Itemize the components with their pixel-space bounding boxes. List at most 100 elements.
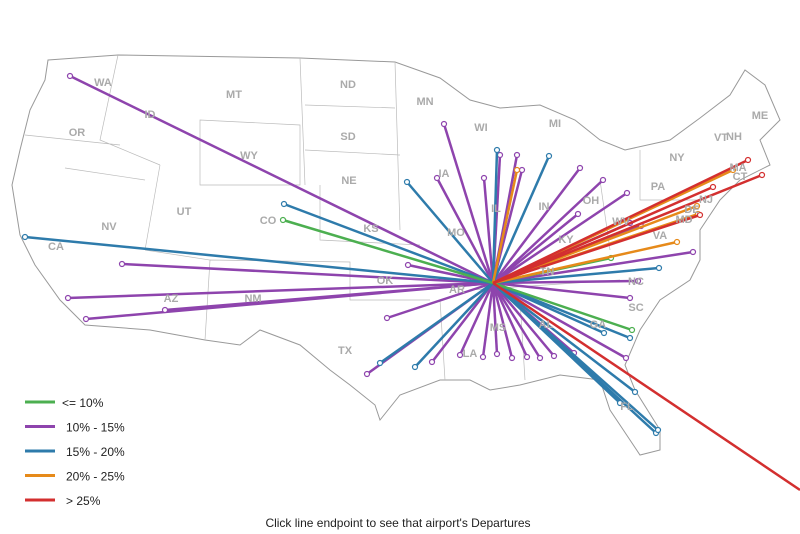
airport-endpoint[interactable]: [576, 164, 584, 172]
airport-endpoint[interactable]: [634, 277, 642, 285]
state-label: TN: [540, 266, 555, 278]
airport-endpoint[interactable]: [600, 329, 608, 337]
state-label: AZ: [164, 293, 179, 305]
state-label: OH: [583, 195, 600, 207]
airport-endpoint[interactable]: [376, 359, 384, 367]
airport-endpoint[interactable]: [493, 146, 501, 154]
state-label: NE: [341, 175, 356, 187]
airport-endpoint[interactable]: [709, 183, 717, 191]
airport-endpoint[interactable]: [693, 202, 701, 210]
airport-endpoint[interactable]: [363, 370, 371, 378]
state-label: MO: [447, 227, 465, 239]
route-line: [492, 281, 627, 360]
airport-endpoint[interactable]: [280, 200, 288, 208]
route-line: [492, 281, 631, 300]
state-borders: [24, 54, 700, 381]
state-label: UT: [177, 206, 192, 218]
route-line: [492, 282, 555, 357]
route-line: [442, 123, 495, 284]
state-label: IA: [439, 168, 450, 180]
airport-endpoint[interactable]: [574, 210, 582, 218]
state-label: NJ: [699, 194, 713, 206]
legend-label: 10% - 15%: [66, 421, 125, 435]
route-line: [406, 181, 494, 284]
state-label: TX: [338, 345, 353, 357]
airport-endpoint[interactable]: [696, 211, 704, 219]
route-line: [492, 173, 763, 285]
airport-endpoint[interactable]: [626, 294, 634, 302]
route-line: [492, 213, 701, 285]
state-label: WI: [474, 122, 487, 134]
airport-endpoint[interactable]: [279, 216, 287, 224]
airport-endpoint[interactable]: [82, 315, 90, 323]
airport-endpoint[interactable]: [403, 178, 411, 186]
state-label: OR: [69, 127, 86, 139]
state-label: CA: [48, 241, 64, 253]
airport-endpoint[interactable]: [523, 353, 531, 361]
airport-endpoint[interactable]: [64, 294, 72, 302]
state-label: IN: [539, 201, 550, 213]
airport-endpoint[interactable]: [428, 358, 436, 366]
airport-endpoint[interactable]: [508, 354, 516, 362]
route-line: [492, 282, 621, 404]
airport-endpoint[interactable]: [616, 399, 624, 407]
airport-endpoint[interactable]: [433, 174, 441, 182]
airport-endpoint[interactable]: [689, 248, 697, 256]
airport-endpoint[interactable]: [456, 351, 464, 359]
route-line: [492, 240, 678, 285]
airport-endpoint[interactable]: [118, 260, 126, 268]
state-label: NC: [628, 276, 644, 288]
route-line: [69, 74, 494, 285]
route-line: [386, 281, 494, 320]
airport-endpoint[interactable]: [411, 363, 419, 371]
route-line: [121, 262, 494, 285]
airport-endpoint[interactable]: [66, 72, 74, 80]
airport-endpoint[interactable]: [513, 166, 521, 174]
airport-endpoint[interactable]: [440, 120, 448, 128]
airport-endpoint[interactable]: [496, 151, 504, 159]
state-label: IL: [491, 203, 501, 215]
airport-endpoint[interactable]: [383, 314, 391, 322]
state-label: MN: [416, 96, 433, 108]
airport-endpoint[interactable]: [758, 171, 766, 179]
airport-endpoint[interactable]: [673, 238, 681, 246]
route-line: [414, 282, 494, 368]
route-line: [491, 282, 499, 355]
route-line: [482, 177, 495, 284]
state-label: KS: [363, 223, 378, 235]
airport-endpoint[interactable]: [655, 264, 663, 272]
state-label: MS: [490, 322, 507, 334]
airport-endpoint[interactable]: [479, 353, 487, 361]
state-label: SC: [628, 302, 643, 314]
route-line: [379, 281, 494, 365]
airport-endpoint[interactable]: [622, 354, 630, 362]
airport-endpoint[interactable]: [161, 306, 169, 314]
airport-endpoint[interactable]: [626, 334, 634, 342]
airport-endpoint[interactable]: [404, 261, 412, 269]
airport-endpoint[interactable]: [744, 156, 752, 164]
airport-endpoint[interactable]: [599, 176, 607, 184]
airport-endpoint[interactable]: [480, 174, 488, 182]
airport-endpoint[interactable]: [493, 350, 501, 358]
airport-endpoint[interactable]: [536, 354, 544, 362]
airport-endpoint[interactable]: [518, 166, 526, 174]
route-line: [492, 213, 579, 284]
state-label: KY: [558, 234, 574, 246]
airport-endpoint[interactable]: [550, 352, 558, 360]
route-line: [492, 281, 633, 332]
route-line: [481, 282, 495, 358]
airport-endpoint[interactable]: [628, 326, 636, 334]
route-line: [282, 218, 494, 285]
airport-endpoint[interactable]: [654, 426, 662, 434]
state-label: GA: [590, 319, 607, 331]
airport-endpoint[interactable]: [623, 189, 631, 197]
state-label: ND: [340, 79, 356, 91]
legend-label: <= 10%: [62, 396, 104, 410]
state-label: CO: [260, 215, 277, 227]
airport-endpoint[interactable]: [631, 388, 639, 396]
airport-endpoint[interactable]: [21, 233, 29, 241]
state-label: WA: [94, 77, 112, 89]
airport-endpoint[interactable]: [545, 152, 553, 160]
airport-endpoint[interactable]: [513, 151, 521, 159]
